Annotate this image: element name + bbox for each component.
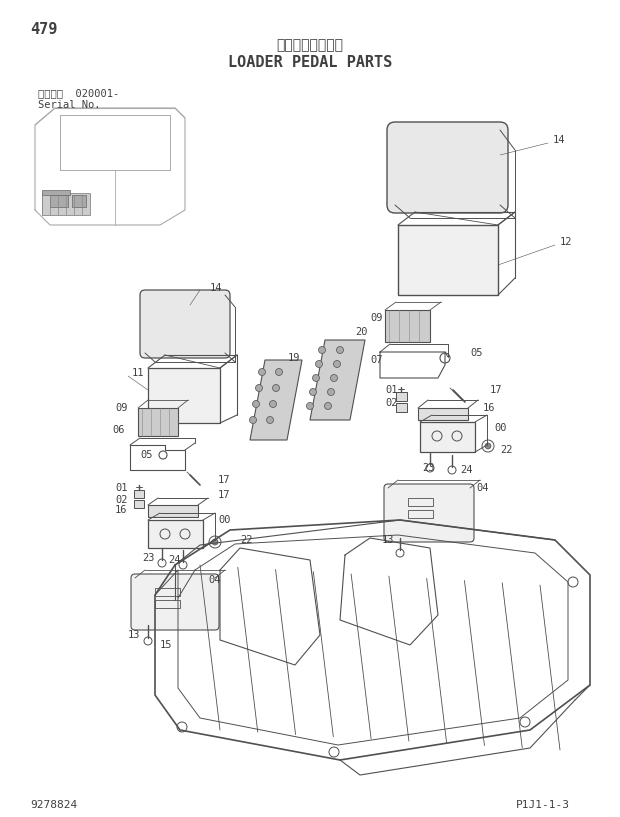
Text: 11: 11 <box>132 368 144 378</box>
Bar <box>396 392 407 401</box>
Text: 479: 479 <box>30 22 58 37</box>
Circle shape <box>330 374 337 382</box>
Text: P1J1-1-3: P1J1-1-3 <box>516 800 570 810</box>
Circle shape <box>319 346 326 354</box>
Circle shape <box>249 417 257 423</box>
Bar <box>148 520 203 548</box>
Text: 22: 22 <box>500 445 513 455</box>
Text: 01: 01 <box>115 483 128 493</box>
Text: 01: 01 <box>385 385 397 395</box>
Bar <box>420 422 475 452</box>
Text: 04: 04 <box>476 483 489 493</box>
Circle shape <box>312 374 319 382</box>
Circle shape <box>273 385 280 391</box>
Circle shape <box>309 389 316 395</box>
Text: 24: 24 <box>168 555 180 565</box>
Text: 23: 23 <box>422 463 435 473</box>
Circle shape <box>270 400 277 408</box>
Bar <box>134 500 144 508</box>
Bar <box>148 505 198 517</box>
Circle shape <box>316 360 322 368</box>
Circle shape <box>275 368 283 376</box>
FancyBboxPatch shape <box>384 484 474 542</box>
Bar <box>72 195 86 207</box>
Bar <box>42 193 90 215</box>
Text: 13: 13 <box>128 630 141 640</box>
Text: 17: 17 <box>218 490 231 500</box>
Text: 17: 17 <box>218 475 231 485</box>
Bar <box>155 588 180 596</box>
Text: 17: 17 <box>490 385 502 395</box>
Text: Serial No.: Serial No. <box>38 100 100 110</box>
Polygon shape <box>310 340 365 420</box>
Circle shape <box>267 417 273 423</box>
Bar <box>398 225 498 295</box>
Text: 07: 07 <box>370 355 383 365</box>
Text: 20: 20 <box>355 327 368 337</box>
Text: 23: 23 <box>142 553 154 563</box>
Bar <box>50 195 68 207</box>
Circle shape <box>212 539 218 545</box>
Circle shape <box>255 385 262 391</box>
Circle shape <box>334 360 340 368</box>
Text: 16: 16 <box>115 505 128 515</box>
Text: 09: 09 <box>115 403 128 413</box>
Text: 13: 13 <box>382 535 394 545</box>
Circle shape <box>252 400 260 408</box>
Circle shape <box>327 389 335 395</box>
Text: 16: 16 <box>483 403 495 413</box>
Text: 05: 05 <box>470 348 482 358</box>
Circle shape <box>324 403 332 409</box>
Text: ローダベダル部品: ローダベダル部品 <box>277 38 343 52</box>
FancyBboxPatch shape <box>140 290 230 358</box>
Bar <box>396 403 407 412</box>
Text: 02: 02 <box>115 495 128 505</box>
Bar <box>385 310 430 342</box>
Bar <box>148 368 220 423</box>
Text: 09: 09 <box>370 313 383 323</box>
Text: 00: 00 <box>218 515 231 525</box>
Text: LOADER PEDAL PARTS: LOADER PEDAL PARTS <box>228 55 392 70</box>
Text: 24: 24 <box>460 465 472 475</box>
Circle shape <box>306 403 314 409</box>
Text: 12: 12 <box>560 237 572 247</box>
Text: 14: 14 <box>210 283 223 293</box>
Text: 00: 00 <box>494 423 507 433</box>
Circle shape <box>337 346 343 354</box>
Text: 15: 15 <box>160 640 172 650</box>
Circle shape <box>259 368 265 376</box>
Bar <box>42 190 70 195</box>
Bar <box>155 600 180 608</box>
Text: 22: 22 <box>240 535 252 545</box>
Text: 14: 14 <box>553 135 565 145</box>
Bar <box>418 408 468 420</box>
Circle shape <box>485 443 491 449</box>
Text: 05: 05 <box>140 450 153 460</box>
Bar <box>408 498 433 506</box>
Text: 04: 04 <box>208 575 221 585</box>
Polygon shape <box>250 360 302 440</box>
Bar <box>138 408 178 436</box>
Text: 19: 19 <box>288 353 301 363</box>
Text: 06: 06 <box>112 425 125 435</box>
FancyBboxPatch shape <box>387 122 508 213</box>
Text: 9278824: 9278824 <box>30 800 78 810</box>
Bar <box>134 490 144 498</box>
Text: 02: 02 <box>385 398 397 408</box>
Text: 適用号機  020001-: 適用号機 020001- <box>38 88 119 98</box>
Bar <box>408 510 433 518</box>
FancyBboxPatch shape <box>131 574 219 630</box>
